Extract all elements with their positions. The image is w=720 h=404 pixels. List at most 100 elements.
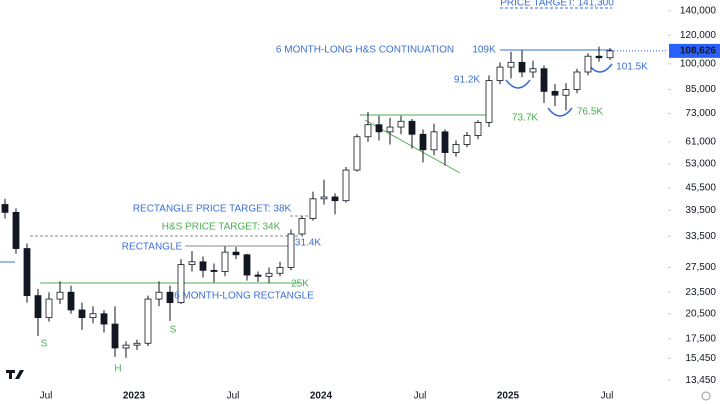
logo xyxy=(6,370,24,379)
candle-body xyxy=(166,291,174,304)
candle-body xyxy=(353,136,361,171)
x-tick-label: 2024 xyxy=(310,391,333,402)
annotation: 101.5K xyxy=(616,62,648,73)
candle-body xyxy=(254,274,262,277)
candle-body xyxy=(122,344,130,349)
annotation: 31.4K xyxy=(295,238,321,249)
annotation: RECTANGLE xyxy=(122,242,183,253)
shoulder-arc xyxy=(587,63,613,73)
annotation: 91.2K xyxy=(454,75,480,86)
candle-body xyxy=(452,144,460,153)
annotation: H xyxy=(114,364,121,375)
candle-body xyxy=(595,55,603,59)
annotation: PRICE TARGET: 141,300 xyxy=(500,0,614,9)
annotation: 6 MONTH-LONG RECTANGLE xyxy=(174,291,314,302)
candle-body xyxy=(342,169,350,202)
y-tick-label: 13,450 xyxy=(685,375,716,386)
annotation: RECTANGLE PRICE TARGET: 38K xyxy=(133,204,292,215)
candle-body xyxy=(298,218,306,235)
annotation: 6 MONTH-LONG H&S CONTINUATION xyxy=(276,45,454,56)
y-tick-label: 23,500 xyxy=(685,287,716,298)
y-tick-label: 20,500 xyxy=(685,308,716,319)
candle-body xyxy=(243,254,251,276)
candle-body xyxy=(331,196,339,202)
x-tick-label: Jul xyxy=(414,391,427,402)
annotation: S xyxy=(41,339,48,350)
y-tick-label: 27,500 xyxy=(685,262,716,273)
annotation: 73.7K xyxy=(512,113,538,124)
y-tick-label: 73,000 xyxy=(685,108,716,119)
candle-body xyxy=(441,131,449,153)
candle-body xyxy=(364,124,372,138)
annotation: S xyxy=(170,325,177,336)
candle-body xyxy=(320,196,328,200)
last-price-tag xyxy=(669,43,720,58)
candle-body xyxy=(584,55,592,73)
candle-body xyxy=(529,68,537,73)
candle-body xyxy=(1,204,9,213)
candle-body xyxy=(276,267,284,274)
candle-body xyxy=(78,309,86,319)
candle-body xyxy=(221,251,229,272)
candle-body xyxy=(309,198,317,219)
y-tick-label: 39,500 xyxy=(685,205,716,216)
candle-body xyxy=(67,291,75,311)
candle-body xyxy=(507,61,515,68)
candles xyxy=(1,46,668,358)
annotation: H&S PRICE TARGET: 34K xyxy=(162,222,281,233)
candle-body xyxy=(232,251,240,256)
candle-body xyxy=(188,261,196,266)
y-tick-label: 120,000 xyxy=(680,30,717,41)
candle-body xyxy=(430,131,438,151)
candle-body xyxy=(155,291,163,300)
annotation: 76.5K xyxy=(577,107,603,118)
candle-body xyxy=(111,323,119,349)
candle-body xyxy=(34,295,42,319)
candle-body xyxy=(518,61,526,73)
candle-body xyxy=(573,71,581,90)
candle-body xyxy=(496,66,504,81)
shoulder-arc xyxy=(505,79,531,89)
candle-body xyxy=(287,233,295,268)
candle-body xyxy=(408,120,416,135)
candle-body xyxy=(12,211,20,249)
candle-body xyxy=(386,126,394,133)
y-tick-label: 61,000 xyxy=(685,136,716,147)
candle-body xyxy=(485,80,493,123)
annotations: PRICE TARGET: 141,300 6 MONTH-LONG H&S CO… xyxy=(41,0,649,375)
candle-body xyxy=(463,135,471,145)
candle-body xyxy=(397,120,405,128)
last-price-label: 108,626 xyxy=(680,46,717,57)
candle-body xyxy=(265,272,273,277)
annotation: 25K xyxy=(291,279,309,290)
candle-body xyxy=(375,124,383,133)
x-tick-label: Jul xyxy=(227,391,240,402)
candle-body xyxy=(474,122,482,136)
annotation: 109K xyxy=(472,45,496,56)
candle-body xyxy=(133,342,141,346)
y-tick-label: 140,000 xyxy=(680,6,717,17)
candle-body xyxy=(45,298,53,319)
candle-body xyxy=(551,91,559,96)
x-tick-label: Jul xyxy=(40,391,53,402)
axes: 140,000 120,000 100,000 85,000 73,000 61,000 5… xyxy=(40,6,720,402)
y-tick-label: 33,500 xyxy=(685,231,716,242)
candle-body xyxy=(210,269,218,272)
settings-icon[interactable] xyxy=(701,391,711,401)
candle-body xyxy=(540,68,548,92)
y-tick-label: 85,000 xyxy=(685,84,716,95)
y-tick-label: 45,500 xyxy=(685,183,716,194)
candle-body xyxy=(144,298,152,344)
candle-body xyxy=(23,248,31,297)
candle-body xyxy=(199,261,207,271)
candle-body xyxy=(56,291,64,300)
candle-body xyxy=(419,133,427,151)
candle-body xyxy=(89,313,97,319)
pattern-lines xyxy=(0,7,613,284)
candle-body xyxy=(177,264,185,304)
y-tick-label: 15,450 xyxy=(685,353,716,364)
logo-part xyxy=(9,370,12,379)
y-tick-label: 53,000 xyxy=(685,159,716,170)
